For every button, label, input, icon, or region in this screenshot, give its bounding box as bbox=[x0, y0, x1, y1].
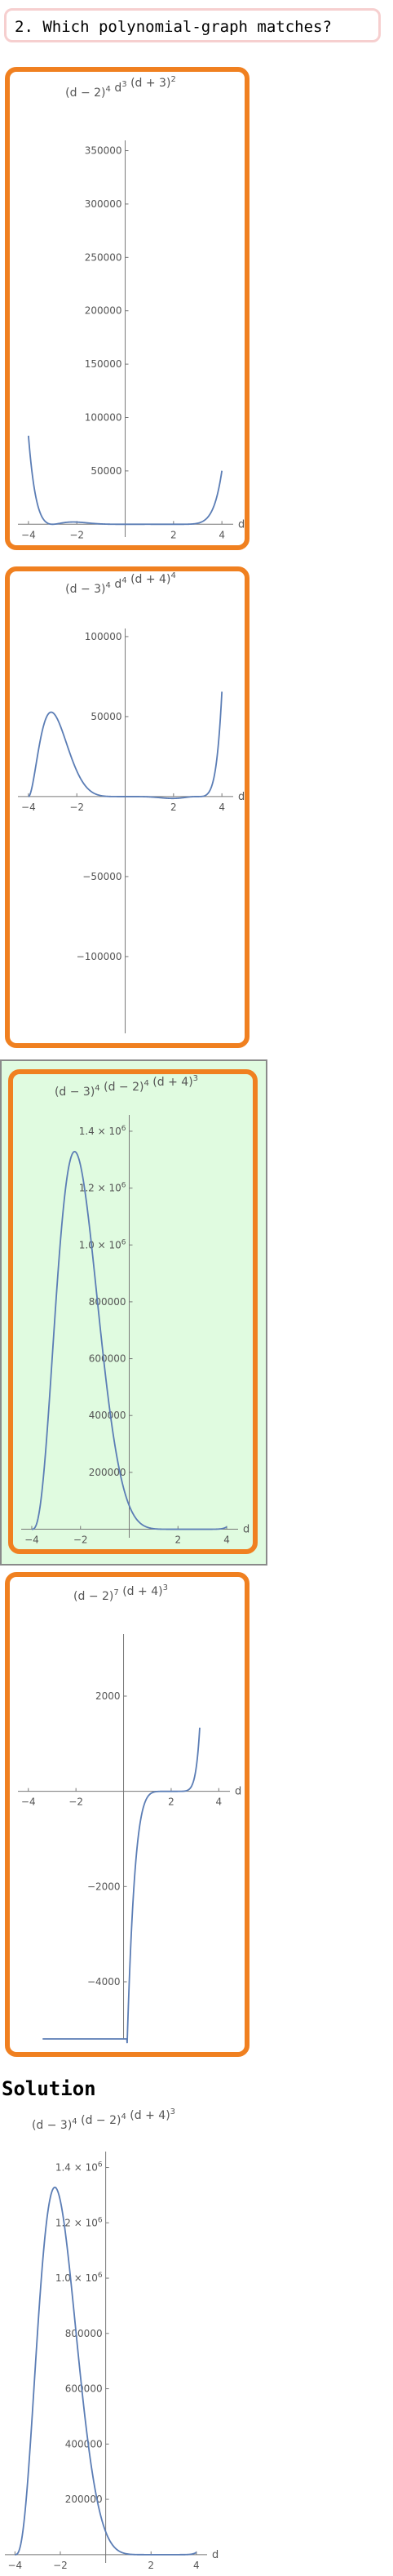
y-tick-label: 250000 bbox=[85, 251, 122, 263]
polynomial-curve bbox=[28, 691, 223, 800]
y-tick-label: 50000 bbox=[91, 711, 121, 722]
y-tick-label: 50000 bbox=[91, 465, 121, 477]
choice-card-3[interactable]: (d − 3)4 (d − 2)4 (d + 4)3 d −4 −2 2 4 200000 4… bbox=[8, 1069, 258, 1554]
x-tick-label: −4 bbox=[7, 2560, 22, 2571]
chart-title: (d − 3)4 (d − 2)4 (d + 4)3 bbox=[32, 2107, 175, 2132]
y-tick-label: −4000 bbox=[87, 1976, 121, 1988]
chart-title: (d − 3)4 (d − 2)4 (d + 4)3 bbox=[55, 1074, 198, 1099]
y-tick-label: −2000 bbox=[87, 1881, 121, 1892]
x-axis-label: d bbox=[238, 791, 245, 803]
y-tick-label: 1.4 × 106 bbox=[79, 1125, 126, 1137]
x-tick-label: 4 bbox=[219, 802, 225, 813]
solution-plot-area: (d − 3)4 (d − 2)4 (d + 4)3 d −4 −2 2 4 200000 4… bbox=[0, 2106, 220, 2571]
y-tick-label: 300000 bbox=[85, 198, 122, 210]
x-tick-label: 2 bbox=[170, 529, 177, 540]
y-tick-label: 400000 bbox=[65, 2438, 103, 2449]
y-tick-label: 800000 bbox=[65, 2328, 103, 2339]
chart-title: (d − 2)7 (d + 4)3 bbox=[73, 1583, 168, 1603]
x-tick-label: −2 bbox=[73, 1534, 88, 1546]
y-tick-label: 1.2 × 106 bbox=[79, 1182, 126, 1194]
choice-3-plot: (d − 3)4 (d − 2)4 (d + 4)3 d −4 −2 2 4 200000 4… bbox=[21, 1074, 249, 1546]
x-axis-label: d bbox=[235, 1786, 241, 1798]
y-tick-label: −100000 bbox=[77, 951, 122, 962]
y-tick-label: 100000 bbox=[85, 631, 122, 642]
y-tick-label: 1.2 × 106 bbox=[55, 2216, 103, 2228]
x-axis-label: d bbox=[212, 2549, 219, 2561]
x-tick-label: 4 bbox=[216, 1797, 223, 1808]
question-title: 2. Which polynomial-graph matches? bbox=[15, 18, 332, 36]
choice-4-plot: (d − 2)7 (d + 4)3 d −4 −2 2 4 −4000 −2000 2000 bbox=[18, 1583, 241, 2044]
y-tick-label: 600000 bbox=[65, 2383, 103, 2395]
x-tick-label: −4 bbox=[21, 1797, 36, 1808]
x-tick-label: 4 bbox=[219, 529, 225, 540]
x-tick-label: −2 bbox=[69, 802, 84, 813]
y-tick-label: 600000 bbox=[89, 1353, 126, 1365]
y-tick-label: 100000 bbox=[85, 412, 122, 424]
polynomial-curve bbox=[31, 1150, 227, 1530]
solution-heading: Solution bbox=[2, 2077, 96, 2100]
chart-title: (d − 2)4 d3 (d + 3)2 bbox=[65, 75, 176, 100]
x-tick-label: −4 bbox=[24, 1534, 39, 1546]
x-tick-label: −2 bbox=[69, 529, 84, 540]
polynomial-curve bbox=[42, 1727, 201, 2044]
selected-choice-highlight bbox=[0, 1059, 267, 1566]
choice-2-plot: (d − 3)4 d4 (d + 4)4 d −4 −2 2 4 −100000 −50000… bbox=[18, 571, 245, 1033]
x-tick-label: 4 bbox=[193, 2560, 200, 2571]
chart-title: (d − 3)4 d4 (d + 4)4 bbox=[65, 571, 176, 596]
x-axis-label: d bbox=[238, 518, 245, 531]
choice-card-4[interactable]: (d − 2)7 (d + 4)3 d −4 −2 2 4 −4000 −2000 2000 bbox=[5, 1572, 249, 2057]
y-tick-label: 200000 bbox=[85, 305, 122, 317]
polynomial-curve bbox=[15, 2186, 197, 2556]
x-tick-label: 2 bbox=[170, 802, 177, 813]
choice-card-1[interactable]: (d − 2)4 d3 (d + 3)2 d −4 −2 2 4 50000 100000 15… bbox=[5, 67, 249, 550]
x-tick-label: 2 bbox=[148, 2560, 154, 2571]
question-box: 2. Which polynomial-graph matches? bbox=[4, 8, 381, 42]
y-tick-label: 2000 bbox=[95, 1690, 121, 1702]
x-tick-label: 2 bbox=[174, 1534, 181, 1546]
y-tick-label: −50000 bbox=[82, 871, 121, 882]
polynomial-curve bbox=[28, 435, 223, 526]
y-tick-label: 200000 bbox=[89, 1467, 126, 1478]
x-axis-label: d bbox=[243, 1524, 249, 1536]
y-tick-label: 1.0 × 106 bbox=[55, 2272, 103, 2284]
x-tick-label: −4 bbox=[21, 802, 36, 813]
x-tick-label: −4 bbox=[21, 529, 36, 540]
x-tick-label: −2 bbox=[68, 1797, 83, 1808]
choice-card-2[interactable]: (d − 3)4 d4 (d + 4)4 d −4 −2 2 4 −100000 −50000… bbox=[5, 566, 249, 1048]
x-tick-label: −2 bbox=[53, 2560, 68, 2571]
x-tick-label: 2 bbox=[168, 1797, 174, 1808]
choice-1-plot: (d − 2)4 d3 (d + 3)2 d −4 −2 2 4 50000 100000 15… bbox=[18, 75, 245, 540]
solution-plot: (d − 3)4 (d − 2)4 (d + 4)3 d −4 −2 2 4 200000 4… bbox=[5, 2107, 219, 2571]
y-tick-label: 1.4 × 106 bbox=[55, 2161, 103, 2174]
y-tick-label: 1.0 × 106 bbox=[79, 1238, 126, 1250]
y-tick-label: 350000 bbox=[85, 145, 122, 157]
y-tick-label: 200000 bbox=[65, 2494, 103, 2505]
y-tick-label: 400000 bbox=[89, 1410, 126, 1421]
x-tick-label: 4 bbox=[223, 1534, 230, 1546]
y-tick-label: 800000 bbox=[89, 1296, 126, 1308]
y-tick-label: 150000 bbox=[85, 358, 122, 370]
